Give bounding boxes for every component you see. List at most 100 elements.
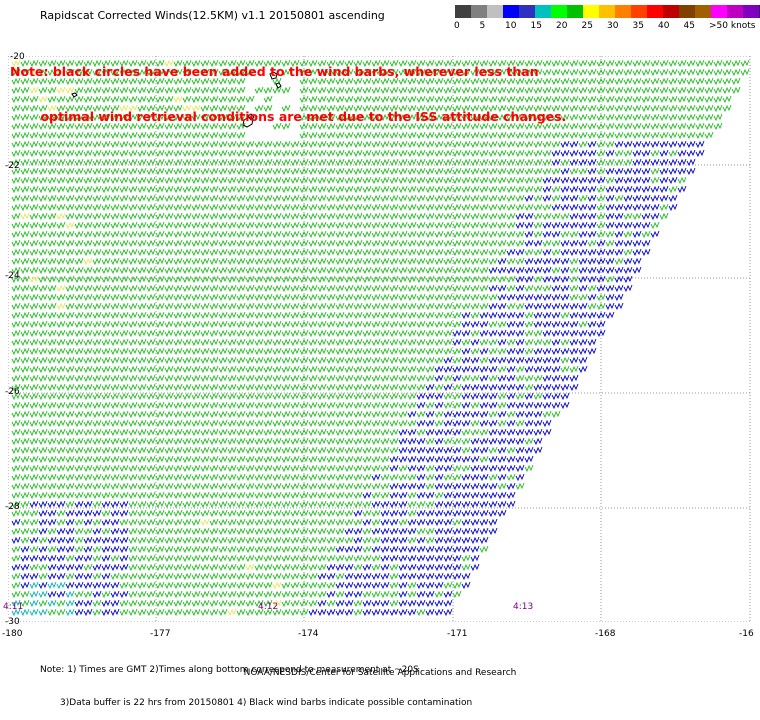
- wind-barb: [101, 554, 111, 563]
- wind-barb: [407, 149, 417, 158]
- wind-barb: [416, 392, 426, 401]
- wind-barb: [677, 59, 687, 68]
- wind-barb: [416, 311, 426, 320]
- wind-barb: [452, 509, 462, 518]
- wind-barb: [47, 320, 57, 329]
- wind-barb: [20, 131, 30, 140]
- wind-barb: [713, 104, 723, 113]
- wind-barb: [254, 293, 264, 302]
- wind-barb: [623, 77, 633, 86]
- wind-barb: [389, 131, 399, 140]
- wind-barb: [524, 437, 534, 446]
- wind-barb: [245, 419, 255, 428]
- wind-barb: [461, 113, 471, 122]
- wind-barb: [524, 86, 534, 95]
- wind-barb: [245, 536, 255, 545]
- wind-barb: [209, 383, 219, 392]
- wind-barb: [542, 185, 552, 194]
- wind-barb: [425, 437, 435, 446]
- wind-barb: [263, 140, 273, 149]
- wind-barb: [173, 230, 183, 239]
- wind-barb: [362, 599, 372, 608]
- wind-barb: [74, 149, 84, 158]
- wind-barb: [416, 590, 426, 599]
- wind-barb: [164, 194, 174, 203]
- wind-barb: [416, 572, 426, 581]
- wind-barb: [182, 338, 192, 347]
- wind-barb: [479, 68, 489, 77]
- wind-barb: [119, 293, 129, 302]
- wind-barb: [407, 365, 417, 374]
- wind-barb: [326, 248, 336, 257]
- wind-barb: [146, 581, 156, 590]
- wind-barb: [200, 221, 210, 230]
- wind-barb: [425, 257, 435, 266]
- wind-barb: [479, 500, 489, 509]
- wind-barb: [182, 176, 192, 185]
- wind-barb: [416, 329, 426, 338]
- wind-barb: [164, 410, 174, 419]
- wind-barb: [182, 527, 192, 536]
- wind-barb: [173, 347, 183, 356]
- wind-barb: [362, 329, 372, 338]
- wind-barb: [515, 95, 525, 104]
- wind-barb: [65, 158, 75, 167]
- wind-barb: [65, 437, 75, 446]
- wind-barb: [74, 275, 84, 284]
- wind-barb: [407, 518, 417, 527]
- wind-barb: [506, 329, 516, 338]
- wind-barb: [389, 401, 399, 410]
- wind-barb: [155, 221, 165, 230]
- island-outlines: [71, 71, 282, 128]
- wind-barb: [200, 194, 210, 203]
- wind-barb: [20, 77, 30, 86]
- wind-barb: [524, 329, 534, 338]
- wind-barb: [317, 482, 327, 491]
- wind-barb: [83, 482, 93, 491]
- wind-barb: [119, 302, 129, 311]
- wind-barb: [587, 140, 597, 149]
- wind-barb: [362, 509, 372, 518]
- wind-barb: [182, 572, 192, 581]
- wind-barb: [335, 356, 345, 365]
- wind-barb: [254, 473, 264, 482]
- wind-barb: [164, 419, 174, 428]
- wind-barb: [335, 257, 345, 266]
- wind-barb: [173, 311, 183, 320]
- wind-barb: [227, 482, 237, 491]
- wind-barb: [344, 311, 354, 320]
- wind-barb: [596, 86, 606, 95]
- wind-barb: [317, 509, 327, 518]
- wind-barb: [272, 212, 282, 221]
- wind-barb: [101, 167, 111, 176]
- wind-barb: [389, 383, 399, 392]
- wind-barb: [659, 68, 669, 77]
- wind-barb: [569, 221, 579, 230]
- wind-barb: [128, 68, 138, 77]
- wind-barb: [101, 437, 111, 446]
- wind-barb: [407, 275, 417, 284]
- wind-barb: [380, 185, 390, 194]
- wind-barb: [20, 140, 30, 149]
- wind-barb: [389, 518, 399, 527]
- wind-barb: [416, 239, 426, 248]
- wind-barb: [182, 491, 192, 500]
- wind-barb: [389, 230, 399, 239]
- wind-barb: [263, 257, 273, 266]
- wind-barb: [281, 212, 291, 221]
- wind-barb: [245, 311, 255, 320]
- wind-barb: [587, 338, 597, 347]
- wind-barb: [38, 365, 48, 374]
- wind-barb: [101, 221, 111, 230]
- wind-barb: [74, 248, 84, 257]
- wind-barb: [218, 239, 228, 248]
- wind-barb: [272, 419, 282, 428]
- wind-barb: [308, 599, 318, 608]
- wind-barb: [326, 608, 336, 617]
- wind-barb: [299, 500, 309, 509]
- wind-barb: [614, 113, 624, 122]
- wind-barb: [182, 104, 192, 113]
- wind-barb: [11, 95, 21, 104]
- wind-barb: [92, 419, 102, 428]
- wind-barb: [443, 122, 453, 131]
